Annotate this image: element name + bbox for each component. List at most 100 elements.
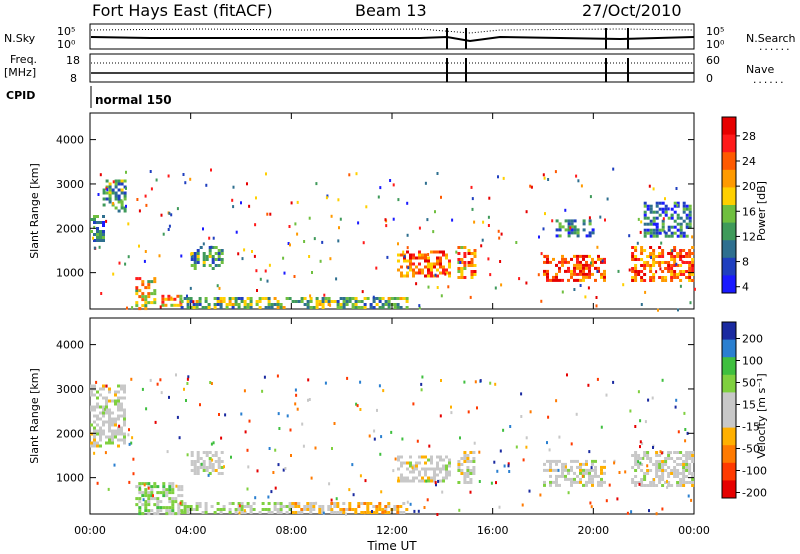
data-cell xyxy=(219,306,223,309)
data-cell xyxy=(664,210,668,214)
data-cell xyxy=(631,478,635,481)
data-cell xyxy=(306,502,310,505)
data-cell xyxy=(567,471,570,475)
data-cell xyxy=(643,234,647,238)
data-cell xyxy=(123,432,126,436)
data-cell xyxy=(643,478,647,481)
colorbar-tick-label: 24 xyxy=(742,155,756,168)
data-cell xyxy=(220,249,224,252)
x-axis: 00:00 04:00 08:00 12:00 16:00 20:00 00:00 xyxy=(74,113,710,537)
data-cell xyxy=(90,393,93,397)
data-cell xyxy=(577,179,580,183)
data-cell xyxy=(210,382,213,385)
data-cell xyxy=(291,502,295,505)
data-cell xyxy=(186,511,190,514)
data-cell xyxy=(162,488,166,492)
data-cell xyxy=(421,271,424,275)
data-cell xyxy=(427,253,430,256)
data-cell xyxy=(691,472,695,475)
data-cell xyxy=(463,255,467,258)
data-cell xyxy=(467,264,471,267)
data-cell xyxy=(463,380,466,384)
data-cell xyxy=(118,424,121,428)
data-cell xyxy=(664,261,668,264)
data-cell xyxy=(649,252,653,255)
data-cell xyxy=(153,503,157,507)
data-cell xyxy=(597,257,600,261)
data-cell xyxy=(276,511,280,514)
data-cell xyxy=(655,454,659,457)
data-cell xyxy=(360,300,364,303)
data-cell xyxy=(379,452,382,456)
data-cell xyxy=(418,268,421,272)
data-cell xyxy=(576,272,579,276)
data-cell xyxy=(631,279,635,282)
data-cell xyxy=(308,398,311,401)
data-cell xyxy=(688,222,692,226)
data-cell xyxy=(567,266,570,270)
data-cell xyxy=(141,482,145,486)
data-cell xyxy=(342,502,346,505)
data-cell xyxy=(463,261,467,264)
data-cell xyxy=(331,447,333,450)
data-cell xyxy=(205,258,209,261)
data-cell xyxy=(442,458,445,462)
data-cell xyxy=(359,474,362,478)
data-cell xyxy=(687,494,690,498)
data-cell xyxy=(445,467,448,471)
data-cell xyxy=(183,505,187,508)
data-cell xyxy=(240,412,243,416)
noise-right-tick-bottom: 10⁰ xyxy=(706,38,725,51)
data-cell xyxy=(261,297,265,300)
data-cell xyxy=(96,390,99,394)
data-cell xyxy=(336,502,340,505)
data-cell xyxy=(430,271,433,275)
data-cell xyxy=(436,513,439,516)
data-cell xyxy=(463,451,467,454)
data-cell xyxy=(389,179,392,182)
data-cell xyxy=(285,505,289,508)
data-cell xyxy=(345,508,349,511)
data-cell xyxy=(192,306,196,309)
data-cell xyxy=(273,297,277,300)
data-cell xyxy=(640,303,643,306)
data-cell xyxy=(164,303,168,307)
data-cell xyxy=(327,297,331,300)
data-cell xyxy=(189,297,193,300)
data-cell xyxy=(445,455,448,459)
data-cell xyxy=(162,482,166,486)
data-cell xyxy=(558,266,561,270)
data-cell xyxy=(570,459,573,463)
data-cell xyxy=(576,231,580,235)
noise-right-marker: ...... xyxy=(758,43,791,53)
data-cell xyxy=(440,379,442,382)
data-cell xyxy=(202,227,204,231)
data-cell xyxy=(631,255,635,258)
data-cell xyxy=(400,265,403,269)
data-cell xyxy=(436,259,439,263)
data-cell xyxy=(135,304,139,308)
data-cell xyxy=(670,258,674,261)
data-cell xyxy=(333,511,337,514)
data-cell xyxy=(576,459,579,463)
data-cell xyxy=(679,255,683,258)
data-cell xyxy=(211,267,215,270)
data-cell xyxy=(105,197,109,201)
data-cell xyxy=(400,461,403,465)
data-cell xyxy=(405,297,409,300)
data-cell xyxy=(685,451,689,454)
data-cell xyxy=(582,222,586,226)
data-cell xyxy=(274,486,277,490)
data-cell xyxy=(114,423,117,427)
data-cell xyxy=(673,201,677,205)
data-cell xyxy=(402,250,405,254)
data-cell xyxy=(442,464,445,468)
data-cell xyxy=(653,478,656,481)
data-cell xyxy=(676,276,680,279)
data-cell xyxy=(600,468,603,472)
data-cell xyxy=(171,509,175,513)
data-cell xyxy=(220,466,224,469)
data-cell xyxy=(460,457,464,460)
data-cell xyxy=(190,255,194,258)
data-cell xyxy=(117,444,120,448)
